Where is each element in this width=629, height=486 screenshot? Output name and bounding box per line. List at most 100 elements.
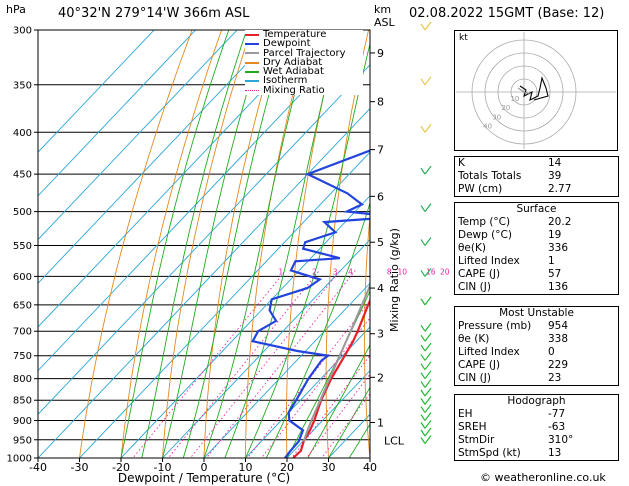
- legend: Temperature Dewpoint Parcel Trajectory Dry …: [245, 29, 363, 95]
- index-label: Lifted Index: [458, 346, 520, 358]
- index-value: 1: [548, 255, 555, 267]
- legend-swatch: [245, 89, 259, 91]
- index-value: 13: [548, 447, 562, 459]
- index-label: PW (cm): [458, 183, 503, 195]
- series-line-parcel-trajectory: [302, 283, 370, 442]
- isotherm-line: [203, 282, 370, 458]
- index-row: PW (cm) 2.77: [455, 183, 618, 196]
- hodograph-trace-secondary: [517, 87, 531, 95]
- index-row: StmDir 310°: [455, 434, 618, 447]
- index-row: CIN (J) 23: [455, 372, 618, 385]
- hodograph-trace: [519, 76, 549, 102]
- index-label: StmSpd (kt): [458, 447, 521, 459]
- copyright[interactable]: © weatheronline.co.uk: [480, 471, 606, 484]
- wind-barb-icon: [420, 435, 432, 444]
- index-value: 229: [548, 359, 569, 371]
- wind-barb-icon: [420, 76, 432, 86]
- temperature-tick-label: -30: [71, 461, 89, 474]
- pressure-tick-label: 550: [13, 241, 32, 252]
- pressure-tick-label: 900: [13, 416, 32, 427]
- wind-barb-icon: [420, 379, 432, 388]
- legend-item: Dewpoint: [245, 39, 363, 49]
- isotherm-line: [38, 64, 370, 415]
- legend-label: Parcel Trajectory: [263, 47, 346, 59]
- height-tick-label: 5: [377, 236, 384, 249]
- mixing-ratio-line: [247, 300, 370, 458]
- legend-label: Isotherm: [263, 75, 308, 87]
- legend-item: Mixing Ratio: [245, 85, 363, 95]
- wet-adiabat-line: [327, 386, 370, 458]
- index-value: 954: [548, 320, 569, 332]
- index-row: Dewp (°C) 19: [455, 229, 618, 242]
- legend-label: Temperature: [263, 29, 327, 40]
- isotherm-line: [38, 30, 155, 153]
- wet-adiabat-line: [120, 30, 230, 458]
- mixing-ratio-label: 8: [387, 267, 392, 276]
- wet-adiabat-line: [348, 423, 370, 458]
- lcl-label: LCL: [384, 435, 405, 448]
- pressure-tick-label: 350: [13, 80, 32, 91]
- legend-swatch: [245, 80, 259, 83]
- index-label: SREH: [458, 421, 487, 433]
- index-value: -77: [548, 408, 566, 420]
- legend-swatch: [245, 42, 259, 45]
- mixing-ratio-line: [306, 373, 370, 458]
- isotherm-line: [38, 107, 370, 458]
- wind-barb-icon: [420, 427, 432, 437]
- mixing-ratio-label: 20: [440, 267, 450, 276]
- index-label: Lifted Index: [458, 255, 520, 267]
- wind-barb-icon: [420, 237, 432, 246]
- index-row: Totals Totals 39: [455, 170, 618, 183]
- hodograph-ring-label: 30: [492, 113, 501, 121]
- km-label: km: [374, 3, 392, 16]
- wind-barb-icon: [420, 412, 432, 421]
- hodograph-ring-label: 20: [501, 104, 510, 112]
- index-label: StmDir: [458, 434, 495, 446]
- hpa-label: hPa: [6, 3, 26, 16]
- index-label: EH: [458, 408, 473, 420]
- index-row: CAPE (J) 57: [455, 268, 618, 281]
- wind-barb-icon: [420, 352, 432, 361]
- hodograph-unit-label: kt: [459, 33, 468, 43]
- temperature-tick-label: 30: [322, 461, 336, 474]
- pressure-tick-label: 800: [13, 374, 32, 385]
- most-unstable-box: Most Unstable Pressure (mb) 954 θe (K) 338 L…: [454, 306, 619, 386]
- temperature-tick-label: -10: [154, 461, 172, 474]
- legend-item: Temperature: [245, 29, 363, 40]
- index-value: 57: [548, 268, 562, 280]
- legend-swatch: [245, 33, 259, 36]
- hodograph-frame: [454, 30, 618, 151]
- wet-adiabat-line: [286, 289, 370, 458]
- wind-barb-icon: [420, 387, 432, 397]
- wind-barb-icon: [420, 342, 432, 352]
- legend-item: Wet Adiabat: [245, 67, 363, 77]
- pressure-tick-label: 850: [13, 396, 32, 407]
- index-row: CIN (J) 136: [455, 281, 618, 294]
- index-label: Pressure (mb): [458, 320, 532, 332]
- most-unstable-title: Most Unstable: [499, 307, 574, 319]
- location-title: 40°32'N 279°14'W 366m ASL: [58, 6, 250, 21]
- hodograph-ring-label: 40: [483, 122, 492, 130]
- mixing-ratio-label: 16: [426, 267, 436, 276]
- surface-title: Surface: [516, 203, 557, 215]
- dry-adiabat-line: [402, 0, 441, 475]
- wet-adiabat-line: [182, 30, 288, 458]
- index-label: CIN (J): [458, 372, 491, 384]
- index-label: Temp (°C): [458, 216, 511, 228]
- legend-item: Isotherm: [245, 75, 363, 87]
- hodograph-box-title: Hodograph: [507, 395, 566, 407]
- legend-swatch: [245, 61, 259, 64]
- index-value: 136: [548, 281, 569, 293]
- temperature-tick-label: 40: [363, 461, 377, 474]
- wet-adiabat-line: [224, 30, 341, 458]
- wind-barb-icon: [420, 322, 432, 332]
- wind-barb-icon: [420, 203, 432, 212]
- wind-barb-icon: [420, 21, 432, 31]
- index-value: 14: [548, 157, 562, 169]
- index-row: Temp (°C) 20.2: [455, 216, 618, 229]
- temperature-tick-label: -40: [29, 461, 47, 474]
- index-label: θe (K): [458, 333, 490, 345]
- surface-box: Surface Temp (°C) 20.2 Dewp (°C) 19 θe(K) 336…: [454, 202, 619, 295]
- index-label: K: [458, 157, 465, 169]
- temperature-tick-label: 10: [239, 461, 253, 474]
